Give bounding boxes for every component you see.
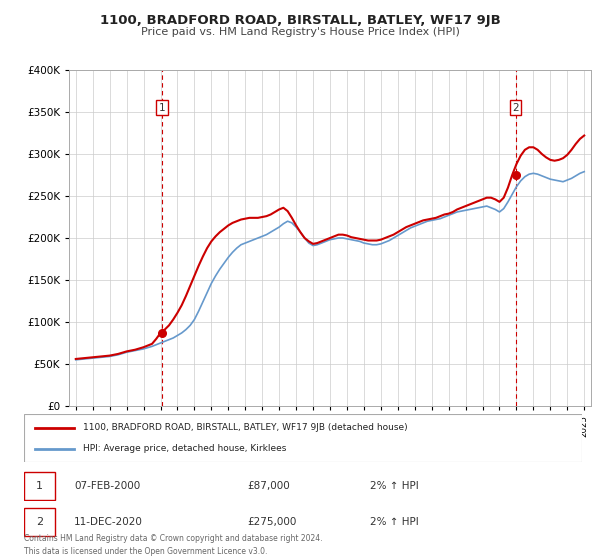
Text: 1100, BRADFORD ROAD, BIRSTALL, BATLEY, WF17 9JB (detached house): 1100, BRADFORD ROAD, BIRSTALL, BATLEY, W… <box>83 423 407 432</box>
FancyBboxPatch shape <box>24 472 55 500</box>
FancyBboxPatch shape <box>24 414 582 462</box>
Text: £275,000: £275,000 <box>247 517 296 527</box>
Text: 11-DEC-2020: 11-DEC-2020 <box>74 517 143 527</box>
Text: HPI: Average price, detached house, Kirklees: HPI: Average price, detached house, Kirk… <box>83 444 286 453</box>
Text: 2: 2 <box>36 517 43 527</box>
Text: 2: 2 <box>512 103 519 113</box>
Text: 2% ↑ HPI: 2% ↑ HPI <box>370 481 419 491</box>
Text: 2% ↑ HPI: 2% ↑ HPI <box>370 517 419 527</box>
Text: 07-FEB-2000: 07-FEB-2000 <box>74 481 140 491</box>
Text: £87,000: £87,000 <box>247 481 290 491</box>
Text: Contains HM Land Registry data © Crown copyright and database right 2024.
This d: Contains HM Land Registry data © Crown c… <box>24 534 323 556</box>
Text: 1100, BRADFORD ROAD, BIRSTALL, BATLEY, WF17 9JB: 1100, BRADFORD ROAD, BIRSTALL, BATLEY, W… <box>100 14 500 27</box>
Text: Price paid vs. HM Land Registry's House Price Index (HPI): Price paid vs. HM Land Registry's House … <box>140 27 460 37</box>
Text: 1: 1 <box>159 103 166 113</box>
Text: 1: 1 <box>36 481 43 491</box>
FancyBboxPatch shape <box>24 508 55 536</box>
